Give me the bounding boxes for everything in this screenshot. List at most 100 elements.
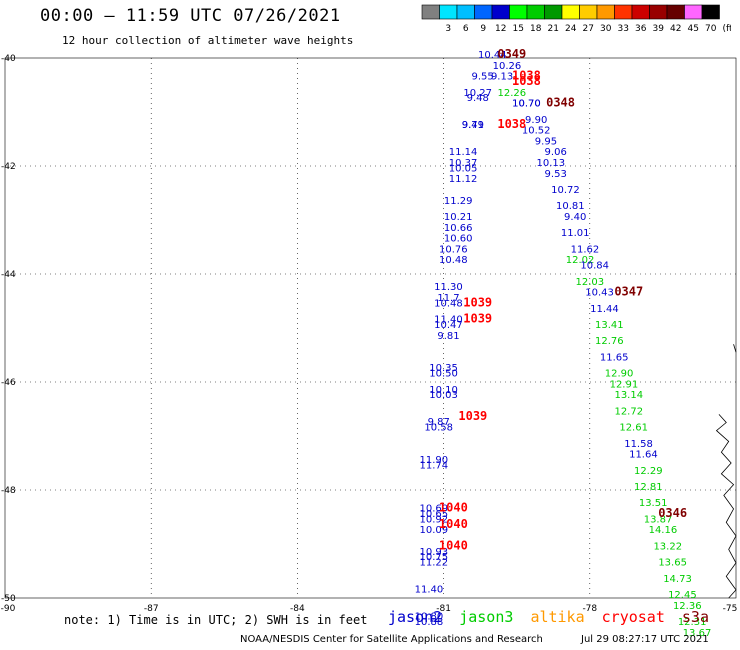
wave-height-label: 11.22 <box>420 558 449 569</box>
latitude-tick-label: -48 <box>1 486 16 496</box>
latitude-tick-label: -46 <box>1 378 16 388</box>
longitude-tick-label: -81 <box>436 604 451 614</box>
pass-time-label: 0349 <box>497 47 526 61</box>
wave-height-label: 12.36 <box>673 601 702 612</box>
latitude-tick-label: -40 <box>1 54 16 64</box>
pass-time-label: 1040 <box>439 538 468 552</box>
wave-height-label: 10.70 <box>512 99 541 110</box>
wave-height-label: 10.76 <box>439 244 468 255</box>
pass-time-label: 0347 <box>614 285 643 299</box>
wave-height-label: 12.90 <box>605 369 634 380</box>
pass-time-label: 1039 <box>463 295 492 309</box>
wave-height-label: 10.69 <box>420 504 449 515</box>
latitude-tick-label: -42 <box>1 162 16 172</box>
wave-height-label: 11.65 <box>600 352 629 363</box>
wave-height-label: 10.03 <box>429 390 458 401</box>
color-scale-label: 70 <box>705 24 717 34</box>
generated-timestamp: Jul 29 08:27:17 UTC 2021 <box>581 634 709 645</box>
wave-height-label: 9.87 <box>428 417 450 428</box>
color-swatch <box>701 4 720 20</box>
wave-height-label: 11.40 <box>434 315 463 326</box>
wave-height-label: 9.90 <box>525 115 547 126</box>
coastline <box>715 414 737 599</box>
wave-height-label: 12.45 <box>668 590 697 601</box>
color-scale-label: 39 <box>653 24 665 34</box>
wave-height-label: 10.58 <box>424 423 453 434</box>
longitude-tick-label: -87 <box>144 604 159 614</box>
wave-height-label: 10.47 <box>434 320 463 331</box>
wave-height-label: 14.73 <box>663 574 692 585</box>
wave-height-label: 9.71 <box>462 120 484 131</box>
wave-height-label: 14.16 <box>649 525 678 536</box>
legend-altika: altika <box>530 608 585 626</box>
wave-height-label: 10.44 <box>478 50 507 61</box>
color-scale-unit: (ft) <box>723 24 732 34</box>
wave-height-label: 11.58 <box>624 439 653 450</box>
wave-height-label: 9.55 <box>471 72 493 83</box>
footer-note: note: 1) Time is in UTC; 2) SWH is in fe… <box>64 613 368 627</box>
color-scale-label: 6 <box>463 24 469 34</box>
wave-height-label: 10.84 <box>580 261 609 272</box>
wave-height-label: 11.74 <box>420 460 449 471</box>
map-subtitle: 12 hour collection of altimeter wave hei… <box>62 34 354 47</box>
wave-height-label: 12.76 <box>595 336 624 347</box>
color-scale-label: 30 <box>600 24 612 34</box>
wave-height-label: 10.52 <box>522 126 551 137</box>
wave-height-label: 13.67 <box>683 628 712 639</box>
color-scale-label: 24 <box>565 24 577 34</box>
wave-height-label: 10.93 <box>420 547 449 558</box>
wave-height-label: 12.91 <box>610 379 639 390</box>
wave-height-label: 11.14 <box>449 147 478 158</box>
longitude-tick-label: -90 <box>1 604 16 614</box>
wave-height-label: 10.21 <box>444 212 473 223</box>
wave-height-label: 9.49 <box>462 120 484 131</box>
legend-jason2: jason2 <box>388 608 443 626</box>
wave-height-label: 12.29 <box>634 466 663 477</box>
color-scale-label: 27 <box>583 24 594 34</box>
wave-height-label: 10.70 <box>512 99 541 110</box>
credit-line: NOAA/NESDIS Center for Satellite Applica… <box>240 634 543 645</box>
wave-height-label: 10.09 <box>420 525 449 536</box>
wave-height-label: 13.65 <box>658 558 687 569</box>
wave-height-label: 10.48 <box>439 255 468 266</box>
wave-height-label: 12.31 <box>678 617 707 628</box>
legend-cryosat: cryosat <box>601 608 665 626</box>
wave-height-label: 10.13 <box>536 158 565 169</box>
color-scale-label: 12 <box>495 24 506 34</box>
wave-height-label: 11.30 <box>434 282 463 293</box>
wave-height-label: 12.26 <box>498 88 527 99</box>
wave-height-label: 10.66 <box>444 223 473 234</box>
wave-height-label: 10.92 <box>420 514 449 525</box>
pass-time-label: 0348 <box>546 96 575 110</box>
wave-height-label: 10.60 <box>444 234 473 245</box>
wave-height-label: 11.62 <box>571 244 600 255</box>
pass-time-label: 1038 <box>512 74 541 88</box>
wave-height-label: 9.81 <box>437 331 459 342</box>
wave-height-label: 11.64 <box>629 450 658 461</box>
wave-height-label: 11.12 <box>449 174 478 185</box>
wave-height-label: 10.05 <box>449 163 478 174</box>
wave-height-label: 11.29 <box>444 196 473 207</box>
wave-height-label: 11.44 <box>590 304 619 315</box>
color-scale-label: 15 <box>513 24 524 34</box>
color-scale-label: 3 <box>445 24 451 34</box>
wave-height-label: 10.26 <box>493 61 522 72</box>
latitude-tick-label: -50 <box>1 594 16 604</box>
longitude-tick-label: -78 <box>582 604 597 614</box>
wave-height-label: 11.40 <box>415 585 444 596</box>
wave-height-label: 10.35 <box>429 363 458 374</box>
map-frame <box>4 57 737 599</box>
wave-height-label: 13.22 <box>653 541 682 552</box>
wave-height-label: 12.81 <box>634 482 663 493</box>
wave-height-label: 9.48 <box>467 93 489 104</box>
pass-time-label: 1039 <box>458 409 487 423</box>
pass-time-label: 1040 <box>439 517 468 531</box>
legend-s3a: s3a <box>681 608 709 626</box>
wave-height-label: 13.41 <box>595 320 624 331</box>
longitude-tick-label: -84 <box>290 604 305 614</box>
wave-height-label: 10.43 <box>585 288 614 299</box>
longitude-tick-label: -75 <box>723 604 738 614</box>
wave-height-label: 12.61 <box>619 423 648 434</box>
wave-height-label: 13.51 <box>639 498 668 509</box>
